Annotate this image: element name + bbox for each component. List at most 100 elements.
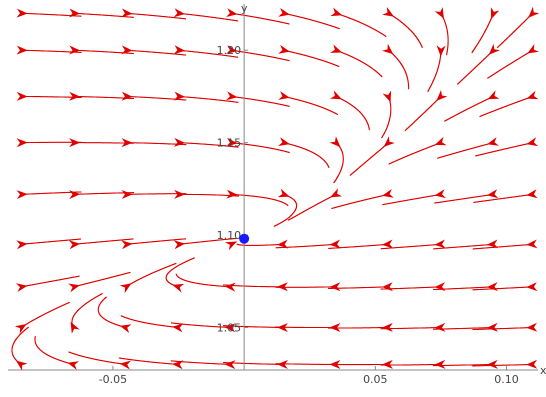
streamline-84 — [328, 326, 389, 329]
stream-arrow-19 — [436, 45, 446, 57]
stream-arrow-79 — [119, 324, 132, 333]
streamline-27 — [283, 95, 339, 116]
stream-arrow-10 — [528, 6, 540, 18]
stream-arrow-27 — [278, 91, 290, 100]
streamline-57 — [126, 238, 186, 245]
stream-arrow-48 — [226, 189, 238, 199]
streamline-58 — [178, 237, 237, 245]
stream-arrow-78 — [70, 321, 80, 334]
streamline-52 — [382, 193, 441, 206]
stream-arrow-53 — [486, 189, 499, 199]
streamline-50 — [287, 193, 337, 221]
streamline-10 — [496, 12, 534, 49]
stream-arrow-17 — [330, 44, 343, 53]
stream-arrow-43 — [526, 137, 539, 147]
streamline-98 — [472, 363, 533, 367]
x-tick-label-1: 0.05 — [363, 373, 388, 386]
stream-arrow-86 — [486, 322, 498, 332]
stream-arrow-67 — [68, 283, 80, 293]
stream-arrow-52 — [434, 189, 446, 199]
stream-arrow-36 — [173, 137, 186, 147]
streamline-38 — [283, 142, 330, 169]
streamline-4 — [230, 12, 290, 25]
streamline-37 — [230, 142, 290, 154]
streamline-51 — [331, 193, 389, 210]
stream-arrow-84 — [381, 322, 393, 332]
stream-arrow-35 — [121, 138, 133, 148]
streamline-73 — [328, 286, 389, 289]
stream-arrow-75 — [486, 282, 498, 292]
stream-arrow-28 — [330, 90, 342, 100]
stream-arrow-42 — [487, 137, 499, 146]
streamline-72 — [275, 286, 336, 288]
streamline-68 — [125, 262, 177, 288]
stream-arrow-50 — [330, 188, 342, 198]
streamline-15 — [230, 49, 290, 62]
streamline-56 — [73, 238, 134, 245]
stream-arrow-60 — [276, 239, 289, 249]
stream-arrow-55 — [16, 240, 28, 250]
stream-arrow-64 — [486, 239, 499, 249]
stream-arrow-87 — [526, 322, 538, 332]
stream-arrow-95 — [381, 359, 393, 369]
stream-arrow-62 — [381, 239, 394, 249]
streamline-28 — [335, 95, 370, 131]
stream-arrow-56 — [68, 240, 81, 250]
streamlines — [11, 6, 540, 371]
stream-arrow-9 — [490, 7, 500, 20]
stream-arrow-91 — [172, 360, 184, 370]
stream-arrow-20 — [488, 43, 500, 55]
streamline-29 — [381, 96, 392, 139]
ticks: -0.05 0.05 0.10 1.05 1.10 1.15 1.20 — [99, 44, 519, 386]
stream-arrow-46 — [121, 190, 133, 199]
x-tick-label-0: -0.05 — [99, 373, 127, 386]
streamline-39 — [333, 142, 344, 184]
stream-arrow-29 — [382, 90, 392, 103]
streamline-55 — [21, 238, 82, 245]
streamline-30 — [404, 96, 442, 132]
stream-arrow-16 — [278, 44, 290, 54]
streamline-25 — [178, 95, 239, 103]
streamline-9 — [471, 12, 494, 54]
streamline-85 — [380, 326, 441, 330]
stream-arrow-24 — [121, 91, 133, 101]
stream-arrow-92 — [224, 360, 236, 370]
streamline-87 — [472, 326, 533, 331]
stream-arrow-59 — [225, 241, 237, 251]
streamline-75 — [433, 286, 494, 291]
streamline-74 — [380, 286, 441, 290]
streamline-42 — [437, 142, 494, 159]
stream-arrow-72 — [329, 282, 341, 292]
y-tick-label-2: 1.15 — [217, 137, 242, 150]
streamline-5 — [283, 12, 341, 30]
stream-arrow-88 — [16, 360, 28, 371]
x-axis-label: x — [540, 364, 546, 377]
streamline-6 — [335, 12, 387, 38]
streamline-22 — [21, 95, 82, 99]
stream-arrow-13 — [121, 45, 133, 55]
streamline-34 — [73, 142, 134, 144]
stream-arrow-3 — [173, 8, 186, 18]
streamline-61 — [275, 243, 336, 249]
y-axis-label: y — [241, 2, 248, 15]
streamline-69 — [165, 257, 195, 288]
streamline-31 — [443, 95, 494, 122]
stream-arrow-54 — [526, 189, 538, 199]
stream-arrow-38 — [278, 137, 290, 146]
stream-arrow-22 — [16, 91, 28, 101]
y-tick-label-3: 1.20 — [217, 44, 242, 57]
stream-arrow-18 — [382, 43, 394, 55]
stream-arrow-40 — [383, 136, 395, 147]
stream-arrow-25 — [173, 91, 186, 101]
stream-arrow-63 — [434, 239, 446, 249]
streamline-71 — [223, 284, 284, 288]
streamline-36 — [178, 142, 239, 148]
stream-arrow-81 — [224, 323, 236, 333]
stream-arrow-31 — [487, 90, 500, 100]
stream-arrow-93 — [276, 360, 288, 369]
streamline-88 — [11, 326, 30, 365]
stream-arrow-37 — [226, 137, 238, 147]
stream-arrow-4 — [226, 8, 238, 17]
stream-arrow-45 — [69, 190, 81, 200]
stream-arrow-90 — [119, 360, 132, 370]
